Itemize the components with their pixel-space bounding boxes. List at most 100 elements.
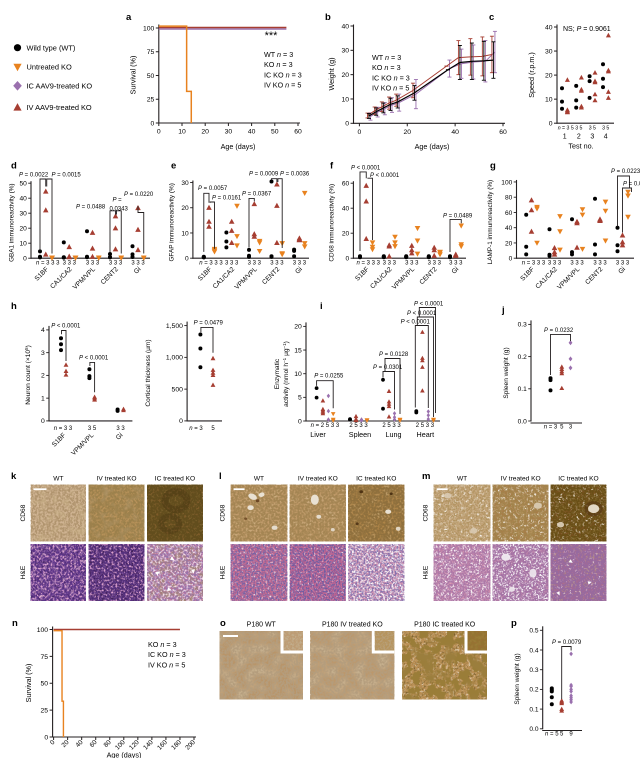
svg-text:n = 3 5: n = 3 5 — [558, 126, 574, 132]
svg-text:Weight (g): Weight (g) — [327, 57, 336, 90]
svg-text:3 3 3: 3 3 3 — [570, 261, 584, 267]
svg-text:3 5: 3 5 — [575, 126, 582, 132]
svg-text:o: o — [220, 618, 226, 629]
svg-text:Spleen weight (g): Spleen weight (g) — [503, 347, 510, 398]
svg-text:80: 80 — [505, 195, 513, 202]
svg-text:n: n — [12, 618, 18, 629]
svg-text:1,000: 1,000 — [166, 355, 183, 362]
svg-text:WT: WT — [254, 476, 264, 483]
svg-text:P180 WT: P180 WT — [247, 622, 277, 629]
svg-text:Liver: Liver — [310, 430, 326, 439]
svg-text:0.4: 0.4 — [529, 647, 538, 654]
svg-text:100: 100 — [37, 627, 49, 634]
svg-text:50: 50 — [19, 181, 27, 188]
svg-text:Enzymatic: Enzymatic — [274, 358, 281, 389]
svg-text:KO n = 3: KO n = 3 — [148, 640, 177, 649]
svg-text:IV KO n = 5: IV KO n = 5 — [148, 660, 185, 669]
svg-text:b: b — [325, 12, 331, 23]
svg-text:P =: P = — [113, 198, 123, 204]
svg-text:H&E: H&E — [423, 565, 430, 579]
svg-text:3 3 3: 3 3 3 — [270, 261, 284, 267]
svg-text:3 3: 3 3 — [116, 426, 125, 432]
svg-text:20: 20 — [505, 240, 513, 247]
svg-text:20: 20 — [19, 226, 27, 233]
svg-text:Gi: Gi — [294, 266, 304, 276]
svg-text:30: 30 — [341, 48, 349, 55]
svg-text:n = 3 3 3: n = 3 3 3 — [36, 261, 60, 267]
svg-text:3 5: 3 5 — [88, 426, 97, 432]
svg-text:Survival (%): Survival (%) — [24, 664, 33, 703]
svg-text:P180 IC treated KO: P180 IC treated KO — [414, 622, 476, 629]
svg-text:40: 40 — [545, 24, 553, 31]
svg-text:WT n = 3: WT n = 3 — [372, 53, 401, 62]
svg-text:0: 0 — [345, 121, 349, 128]
svg-text:3 3 3: 3 3 3 — [86, 261, 100, 267]
svg-text:P = 0.0015: P = 0.0015 — [52, 173, 82, 179]
svg-text:60: 60 — [505, 210, 513, 217]
svg-text:WT: WT — [53, 476, 63, 483]
svg-text:n = 3 3 3: n = 3 3 3 — [522, 261, 546, 267]
svg-text:NS; P = 0.9061: NS; P = 0.9061 — [563, 26, 611, 33]
svg-text:0: 0 — [358, 129, 362, 136]
svg-text:3 3 3: 3 3 3 — [131, 261, 145, 267]
svg-text:10: 10 — [294, 371, 302, 378]
svg-text:P < 0.0001: P < 0.0001 — [370, 173, 400, 179]
svg-text:2: 2 — [41, 373, 45, 380]
svg-text:P = 0.0367: P = 0.0367 — [242, 192, 272, 198]
svg-text:20: 20 — [181, 205, 189, 212]
svg-text:30: 30 — [19, 211, 27, 218]
svg-text:P = 0.0223: P = 0.0223 — [611, 169, 640, 175]
svg-text:20: 20 — [341, 72, 349, 79]
svg-text:0: 0 — [298, 418, 302, 425]
svg-text:e: e — [171, 161, 176, 172]
svg-text:WT: WT — [457, 476, 467, 483]
svg-text:3 3 3: 3 3 3 — [405, 261, 419, 267]
svg-text:5: 5 — [560, 732, 564, 738]
svg-text:H&E: H&E — [220, 565, 227, 579]
svg-text:P = 0.0488: P = 0.0488 — [76, 205, 106, 211]
svg-text:20: 20 — [403, 129, 411, 136]
svg-text:1,500: 1,500 — [166, 323, 183, 330]
svg-text:P = 0.0036: P = 0.0036 — [280, 172, 310, 178]
svg-text:P < 0.0001: P < 0.0001 — [351, 165, 381, 171]
svg-text:p: p — [511, 618, 517, 629]
svg-text:0: 0 — [151, 120, 155, 127]
svg-text:WT n = 3: WT n = 3 — [264, 50, 293, 59]
svg-text:40: 40 — [451, 129, 459, 136]
svg-text:0.0: 0.0 — [529, 726, 538, 733]
svg-text:***: *** — [265, 30, 279, 42]
svg-text:GBA1 immunoreactivity (%): GBA1 immunoreactivity (%) — [9, 183, 16, 261]
svg-text:CD68: CD68 — [220, 504, 227, 521]
svg-text:2 5 3 3: 2 5 3 3 — [382, 423, 401, 429]
svg-text:5: 5 — [298, 395, 302, 402]
svg-text:Neuron count (×105): Neuron count (×105) — [24, 345, 32, 405]
svg-text:P = 0.0161: P = 0.0161 — [212, 196, 242, 202]
svg-text:g: g — [490, 161, 496, 172]
svg-text:60: 60 — [499, 129, 507, 136]
svg-text:3: 3 — [41, 350, 45, 357]
svg-text:10: 10 — [341, 96, 349, 103]
svg-text:Untreated KO: Untreated KO — [27, 63, 72, 72]
svg-text:P = 0.0022: P = 0.0022 — [19, 173, 49, 179]
svg-text:3 5: 3 5 — [602, 126, 609, 132]
svg-text:Wild type (WT): Wild type (WT) — [27, 43, 76, 52]
svg-text:a: a — [126, 12, 132, 23]
svg-text:h: h — [11, 301, 17, 312]
svg-text:P < 0.0001: P < 0.0001 — [401, 320, 431, 326]
svg-text:3 5: 3 5 — [589, 126, 596, 132]
svg-text:20: 20 — [342, 231, 350, 238]
svg-text:0: 0 — [23, 256, 27, 263]
svg-text:Gi: Gi — [617, 266, 627, 276]
svg-text:3 3 3: 3 3 3 — [293, 261, 307, 267]
svg-text:Cortical thickness (µm): Cortical thickness (µm) — [145, 339, 152, 406]
svg-text:3 3 3: 3 3 3 — [248, 261, 262, 267]
svg-text:IV KO n = 5: IV KO n = 5 — [372, 84, 409, 93]
svg-text:3 3 3: 3 3 3 — [225, 261, 239, 267]
svg-text:P180 IV treated KO: P180 IV treated KO — [322, 622, 383, 629]
svg-text:3 3 3: 3 3 3 — [109, 261, 123, 267]
svg-text:3 3 3: 3 3 3 — [383, 261, 397, 267]
svg-text:Spleen weight (g): Spleen weight (g) — [514, 653, 521, 704]
svg-text:n = 3 3: n = 3 3 — [54, 426, 73, 432]
svg-text:Gi: Gi — [451, 266, 461, 276]
svg-text:2: 2 — [577, 134, 581, 141]
